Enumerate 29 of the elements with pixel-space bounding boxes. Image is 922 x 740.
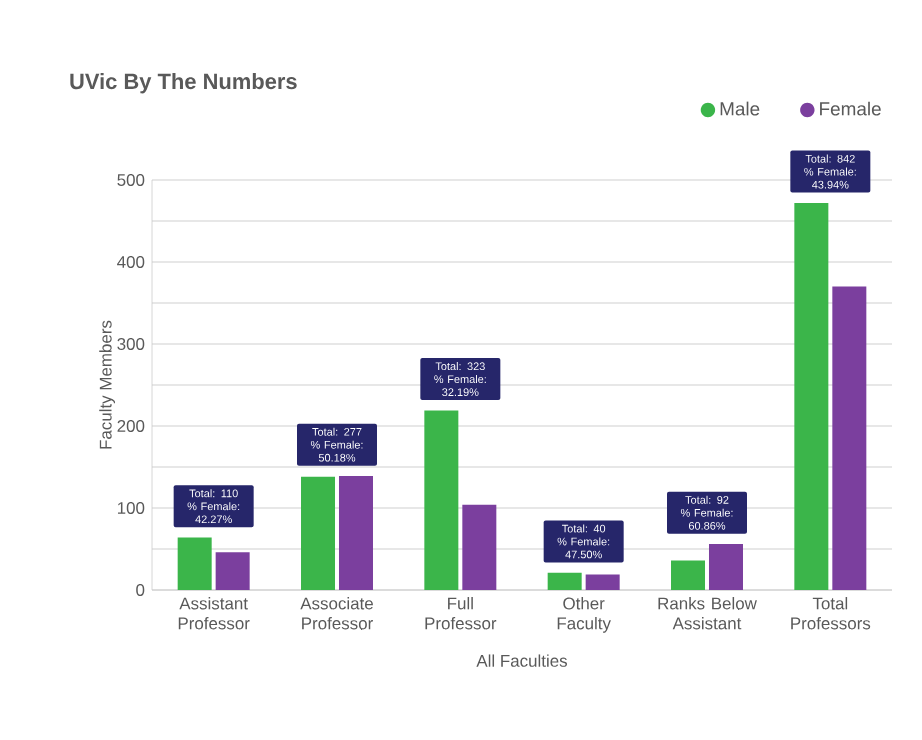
y-tick-label: 200 [117, 420, 145, 432]
x-tick-label: Other Faculty [557, 597, 611, 633]
y-tick-label: 0 [136, 584, 145, 596]
y-tick-label: 500 [117, 174, 145, 186]
x-tick-label: Total Professors [791, 597, 871, 630]
x-tick-label: Assistant Professor [178, 597, 250, 630]
bar [794, 202, 829, 590]
x-axis-title: All Faculties [476, 654, 567, 667]
bar [671, 560, 706, 590]
bar [424, 410, 459, 590]
legend-label: Male [720, 101, 760, 116]
bar [301, 476, 336, 590]
bar [585, 574, 620, 590]
y-axis-title: Faculty Members [99, 320, 116, 449]
y-tick-label: 100 [117, 502, 145, 514]
bar [338, 476, 373, 590]
x-tick-label: Full Professor [425, 597, 497, 630]
y-tick-label: 400 [117, 256, 145, 268]
chart-title: UVic By The Numbers [70, 73, 297, 94]
bar [215, 552, 250, 590]
x-tick-label: Ranks Below Assistant [658, 597, 757, 630]
x-tick-label: Associate Professor [300, 597, 373, 630]
bar [462, 504, 497, 590]
bar [547, 572, 582, 590]
bar [832, 286, 867, 590]
bar [708, 544, 743, 590]
bar [177, 537, 212, 590]
legend-label: Female [820, 101, 881, 116]
y-tick-label: 300 [117, 338, 145, 350]
